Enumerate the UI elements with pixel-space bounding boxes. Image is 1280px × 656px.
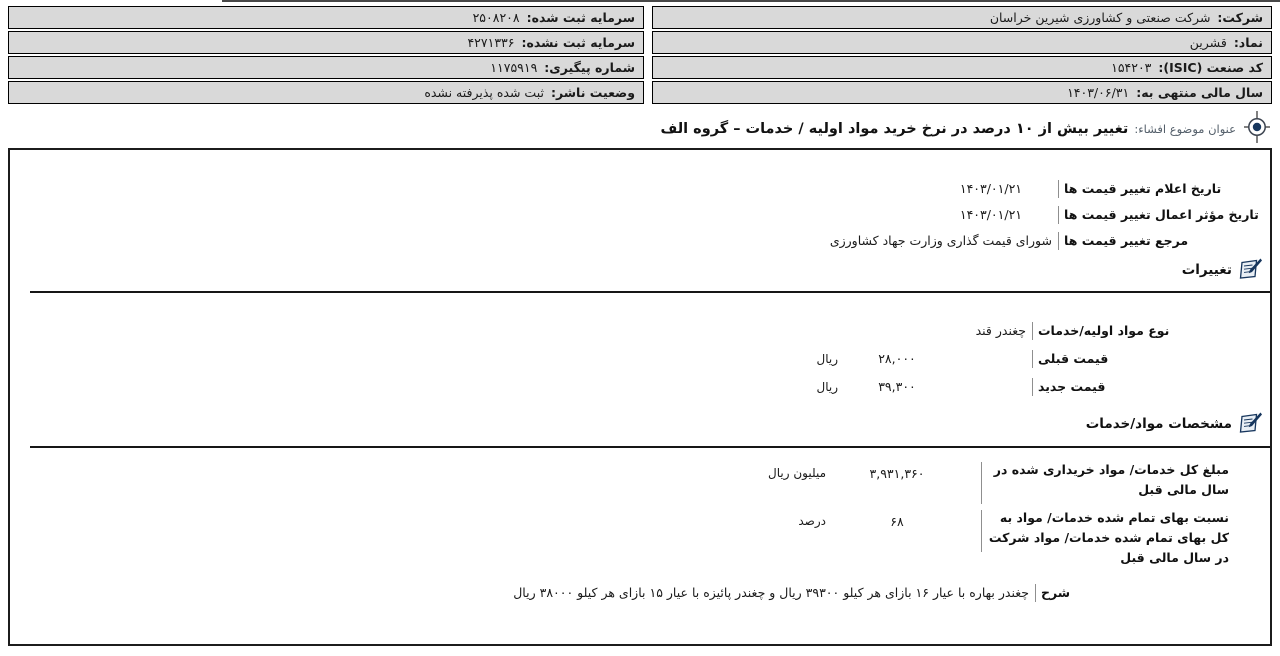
price-authority-value: شورای قیمت گذاری وزارت جهاد کشاورزی: [829, 233, 1052, 248]
description-text: چغندر بهاره با عیار ۱۶ بازای هر کیلو ۳۹۳…: [513, 585, 1029, 600]
company-value: شرکت صنعتی و کشاورزی شیرین خراسان: [989, 10, 1211, 25]
cost-ratio-value: ۶۸: [890, 514, 904, 529]
section-changes-header: تغییرات: [1182, 256, 1262, 284]
symbol-label: نماد:: [1233, 35, 1263, 50]
section-separator: [30, 291, 1270, 293]
section-specs-title: مشخصات مواد/خدمات: [1085, 416, 1232, 432]
company-label: شرکت:: [1217, 10, 1263, 25]
field-divider: [981, 462, 982, 504]
registered-capital-row: سرمایه ثبت شده: ۲۵۰۸۲۰۸: [8, 6, 644, 29]
memo-pencil-icon: [1239, 411, 1262, 438]
disclosure-subject-label: عنوان موضوع افشاء:: [1134, 122, 1236, 136]
top-divider: [222, 0, 1280, 2]
unregistered-capital-row: سرمایه ثبت نشده: ۴۲۷۱۳۳۶: [8, 31, 644, 54]
cost-ratio-label: نسبت بهای تمام شده خدمات/ مواد به کل بها…: [988, 510, 1229, 565]
isic-row: کد صنعت (ISIC): ۱۵۴۲۰۳: [652, 56, 1272, 79]
disclosure-title-row: عنوان موضوع افشاء: تغییر بیش از ۱۰ درصد …: [660, 111, 1270, 147]
new-price-row: قیمت جدید ۳۹,۳۰۰ ریال: [10, 374, 1270, 400]
section-separator: [30, 446, 1270, 448]
cost-ratio-unit: درصد: [798, 514, 826, 528]
tracking-number-label: شماره پیگیری:: [544, 60, 635, 75]
registered-capital-label: سرمایه ثبت شده:: [526, 10, 635, 25]
announce-date-value: ۱۴۰۳/۰۱/۲۱: [959, 181, 1022, 196]
target-icon: [1244, 110, 1270, 148]
material-type-label: نوع مواد اولیه/خدمات: [1038, 323, 1170, 338]
effective-date-row: تاریخ مؤثر اعمال تغییر قیمت ها ۱۴۰۳/۰۱/۲…: [10, 202, 1270, 228]
isic-label: کد صنعت (ISIC):: [1158, 60, 1263, 75]
new-price-label: قیمت جدید: [1038, 379, 1106, 394]
new-price-value: ۳۹,۳۰۰: [878, 379, 916, 394]
field-divider: [1058, 206, 1059, 224]
effective-date-value: ۱۴۰۳/۰۱/۲۱: [959, 207, 1022, 222]
previous-price-unit: ریال: [816, 352, 838, 366]
field-divider: [1032, 378, 1033, 396]
field-divider: [1032, 322, 1033, 340]
description-label: شرح: [1041, 585, 1071, 600]
capital-info-table: سرمایه ثبت شده: ۲۵۰۸۲۰۸ سرمایه ثبت نشده: ۴…: [8, 6, 644, 106]
symbol-row: نماد: قشرین: [652, 31, 1272, 54]
announce-date-row: تاریخ اعلام تغییر قیمت ها ۱۴۰۳/۰۱/۲۱: [10, 176, 1270, 202]
fiscal-year-label: سال مالی منتهی به:: [1136, 85, 1263, 100]
memo-pencil-icon: [1239, 257, 1262, 284]
previous-price-value: ۲۸,۰۰۰: [878, 351, 916, 366]
fiscal-year-value: ۱۴۰۳/۰۶/۳۱: [1067, 85, 1130, 100]
fiscal-year-row: سال مالی منتهی به: ۱۴۰۳/۰۶/۳۱: [652, 81, 1272, 104]
registered-capital-value: ۲۵۰۸۲۰۸: [472, 10, 520, 25]
effective-date-label: تاریخ مؤثر اعمال تغییر قیمت ها: [1064, 207, 1259, 222]
announce-date-label: تاریخ اعلام تغییر قیمت ها: [1064, 181, 1222, 196]
disclosure-form: تاریخ اعلام تغییر قیمت ها ۱۴۰۳/۰۱/۲۱ تار…: [8, 148, 1272, 646]
tracking-number-row: شماره پیگیری: ۱۱۷۵۹۱۹: [8, 56, 644, 79]
previous-price-label: قیمت قبلی: [1038, 351, 1109, 366]
total-amount-unit: میلیون ریال: [768, 466, 826, 480]
issuer-status-row: وضعیت ناشر: ثبت شده پذیرفته نشده: [8, 81, 644, 104]
tracking-number-value: ۱۱۷۵۹۱۹: [490, 60, 538, 75]
field-divider: [981, 510, 982, 552]
field-divider: [1058, 180, 1059, 198]
cost-ratio-row: نسبت بهای تمام شده خدمات/ مواد به کل بها…: [10, 506, 1270, 565]
field-divider: [1058, 232, 1059, 250]
description-row: شرح چغندر بهاره با عیار ۱۶ بازای هر کیلو…: [10, 580, 1270, 606]
isic-value: ۱۵۴۲۰۳: [1111, 60, 1152, 75]
price-authority-row: مرجع تغییر قیمت ها شورای قیمت گذاری وزار…: [10, 228, 1270, 254]
new-price-unit: ریال: [816, 380, 838, 394]
previous-price-row: قیمت قبلی ۲۸,۰۰۰ ریال: [10, 346, 1270, 372]
field-divider: [1032, 350, 1033, 368]
total-amount-label: مبلغ کل خدمات/ مواد خریداری شده در سال م…: [993, 462, 1229, 497]
material-type-row: نوع مواد اولیه/خدمات چغندر قند: [10, 318, 1270, 344]
company-row: شرکت: شرکت صنعتی و کشاورزی شیرین خراسان: [652, 6, 1272, 29]
price-authority-label: مرجع تغییر قیمت ها: [1064, 233, 1189, 248]
unregistered-capital-label: سرمایه ثبت نشده:: [521, 35, 635, 50]
company-info-table: شرکت: شرکت صنعتی و کشاورزی شیرین خراسان ن…: [652, 6, 1272, 106]
total-amount-value: ۳,۹۳۱,۳۶۰: [869, 466, 925, 481]
symbol-value: قشرین: [1189, 35, 1227, 50]
issuer-status-value: ثبت شده پذیرفته نشده: [424, 85, 544, 100]
issuer-status-label: وضعیت ناشر:: [550, 85, 635, 100]
disclosure-subject-title: تغییر بیش از ۱۰ درصد در نرخ خرید مواد او…: [660, 121, 1129, 137]
material-type-value: چغندر قند: [975, 323, 1026, 338]
unregistered-capital-value: ۴۲۷۱۳۳۶: [467, 35, 515, 50]
field-divider: [1035, 584, 1036, 602]
total-amount-row: مبلغ کل خدمات/ مواد خریداری شده در سال م…: [10, 458, 1270, 508]
section-changes-title: تغییرات: [1181, 262, 1232, 278]
section-specs-header: مشخصات مواد/خدمات: [1086, 410, 1262, 438]
